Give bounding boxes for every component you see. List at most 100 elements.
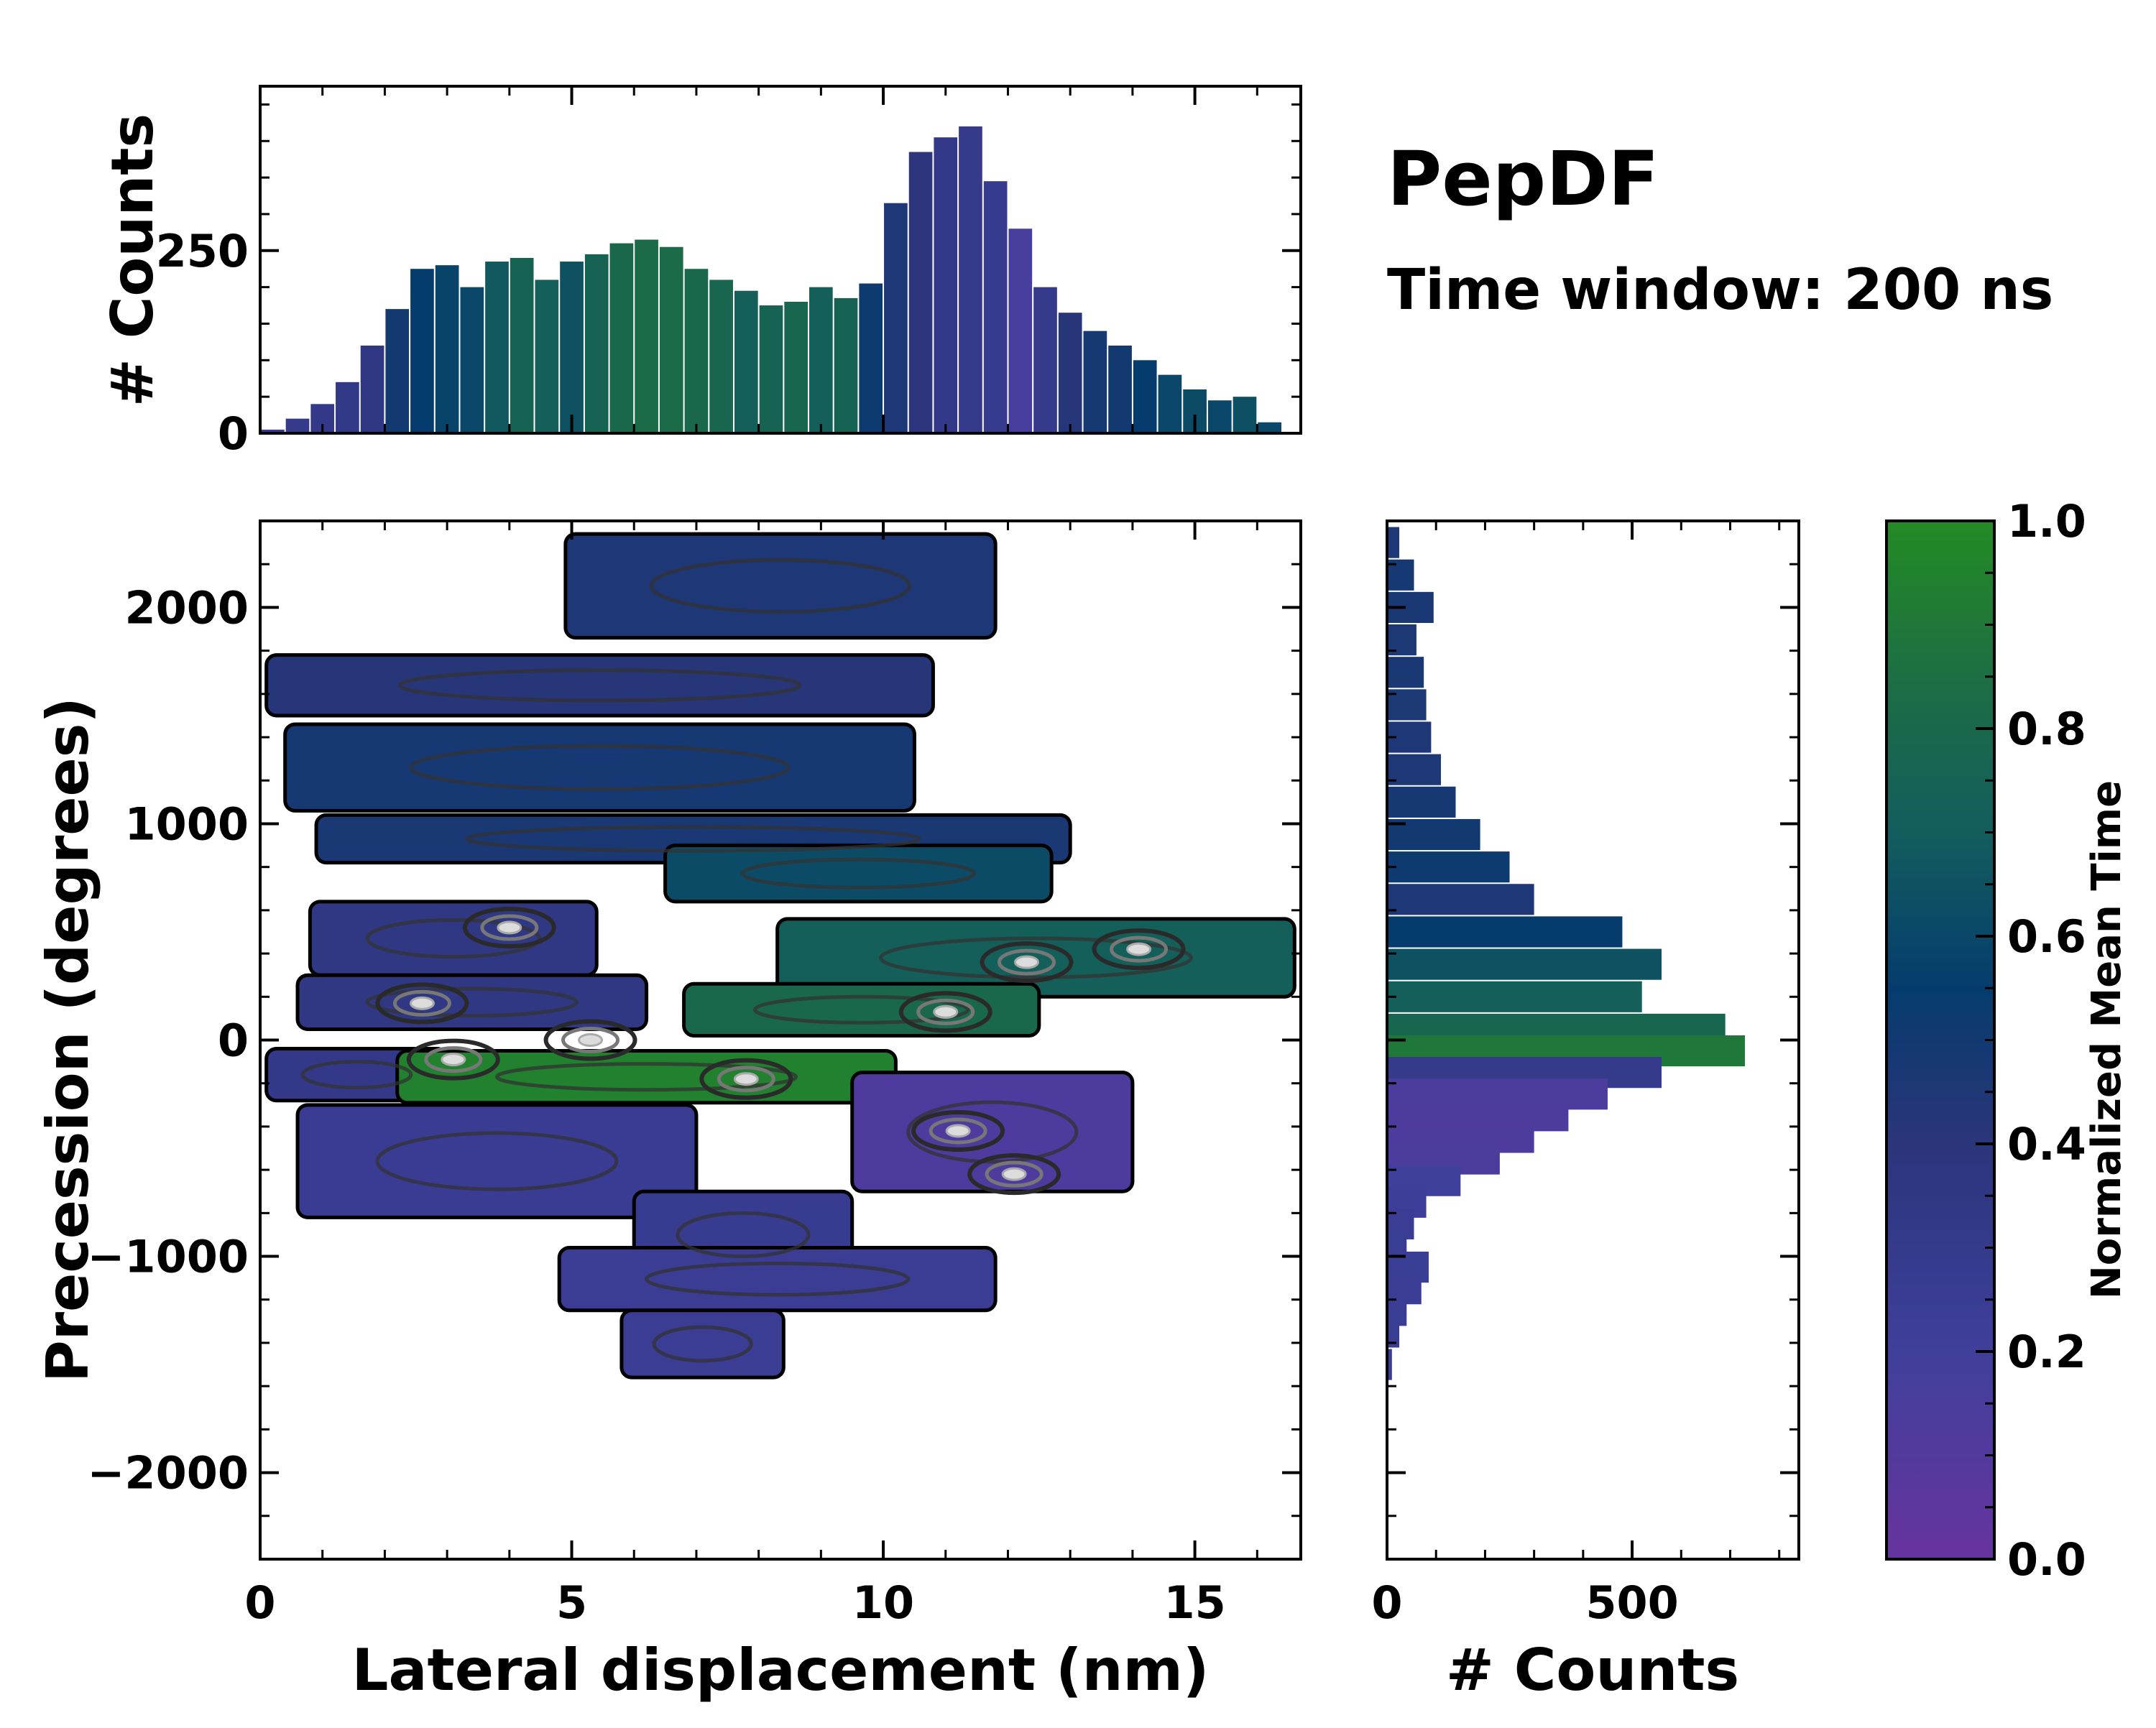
x-marginal-bar (435, 265, 459, 433)
y-tick-label: −1000 (87, 1231, 249, 1283)
y-marginal-bar (1387, 916, 1623, 948)
hotspot-peak (578, 1033, 604, 1047)
x-marginal-bar (1008, 228, 1033, 433)
x-marginal-bar (336, 382, 359, 433)
x-marginal-bar (734, 290, 758, 433)
y-marginal-bar (1387, 1316, 1400, 1348)
x-marginal-bar (635, 239, 658, 433)
hotspot-contour-mid (717, 1066, 775, 1093)
density-contour (465, 825, 921, 853)
x-marginal-bar (1258, 422, 1281, 433)
hotspot-contour-outer (898, 991, 992, 1033)
x-marginal-bar (285, 418, 310, 433)
hotspot-peak (409, 996, 435, 1010)
y-marginal-bar (1387, 527, 1400, 558)
x-marginal-bar (485, 262, 509, 433)
y-marginal-ticks: 0 500 (1371, 521, 1799, 1629)
y-marginal-bar (1387, 851, 1510, 883)
density-contour (409, 744, 791, 791)
colorbar: 0.0 0.2 0.4 0.6 0.8 1.0 Normalized Mean Time (1885, 495, 2130, 1586)
density-contour (906, 1100, 1079, 1164)
density-contour (676, 1211, 811, 1259)
x-marginal-bar (360, 345, 384, 433)
x-marginal-bar (510, 257, 534, 433)
x-marginal-bar (1133, 360, 1157, 433)
density-contour (752, 994, 970, 1025)
colorbar-tick-label: 0.4 (2007, 1118, 2086, 1170)
hotspot-contour-mid (561, 1027, 620, 1053)
x-marginal-bar (1058, 313, 1082, 433)
x-marginal-bar (560, 262, 584, 433)
x-marginal-ytick-label: 0 (218, 407, 249, 460)
joint-ticks: 0 5 10 15 −2000 −1000 0 1000 2000 (87, 521, 1301, 1629)
y-marginal-bar (1387, 786, 1456, 818)
heatmap-region (682, 981, 1041, 1038)
hotspot-peak (933, 1004, 959, 1019)
density-contour (879, 936, 1193, 979)
density-contour (652, 1325, 753, 1363)
x-tick-label: 5 (556, 1576, 587, 1629)
x-marginal-bar (535, 279, 559, 433)
hotspot-contour-outer (967, 1153, 1061, 1196)
joint-heatmap-panel: 0 5 10 15 −2000 −1000 0 1000 2000 Lateral displa… (34, 519, 1302, 1704)
y-marginal-xtick-label: 0 (1371, 1576, 1402, 1629)
x-marginal-bar (261, 429, 285, 433)
x-marginal-frame (259, 85, 1302, 435)
y-marginal-histogram: 0 500 # Counts (1371, 519, 1800, 1704)
heatmap-region (283, 722, 916, 813)
x-marginal-bar (460, 287, 484, 433)
hotspot-contour-outer (980, 941, 1074, 984)
hotspot-contour-outer (375, 982, 469, 1025)
heatmap-region (850, 1071, 1135, 1193)
hotspot-peak (1126, 942, 1152, 956)
heatmap-region (557, 1246, 998, 1313)
y-tick-label: 1000 (124, 798, 249, 850)
heatmap-region (663, 844, 1054, 904)
joint-ylabel: Precession (degrees) (34, 697, 101, 1382)
y-marginal-bar (1387, 884, 1534, 915)
hotspot-peak (1001, 1167, 1027, 1181)
x-marginal-ytick-label: 250 (156, 225, 249, 277)
hotspot-contour-mid (929, 1117, 987, 1145)
density-contour (650, 558, 911, 614)
x-marginal-bar (1158, 374, 1182, 433)
x-marginal-bar (1083, 331, 1107, 433)
colorbar-label: Normalized Mean Time (2083, 780, 2130, 1299)
x-marginal-bar (908, 152, 933, 433)
heatmap-regions (264, 532, 1296, 1380)
y-marginal-bar (1387, 981, 1642, 1012)
hotspot-contour-mid (985, 1160, 1044, 1188)
x-marginal-bar (1033, 287, 1057, 433)
density-contour (365, 918, 541, 959)
hotspot-contour-mid (392, 989, 451, 1017)
x-marginal-bar (609, 243, 634, 433)
colorbar-tick-label: 0.0 (2007, 1533, 2086, 1586)
x-marginal-bar (859, 283, 883, 433)
x-marginal-bar (659, 246, 683, 433)
hotspot-contour-outer (406, 1038, 500, 1081)
x-marginal-bar (809, 287, 833, 433)
x-marginal-bar (759, 305, 783, 433)
y-marginal-bar (1387, 948, 1662, 980)
heatmap-hotspots (375, 906, 1186, 1196)
x-tick-label: 10 (852, 1576, 914, 1629)
x-marginal-bar (410, 269, 434, 433)
y-marginal-xtick-label: 500 (1585, 1576, 1678, 1629)
colorbar-ticks: 0.0 0.2 0.4 0.6 0.8 1.0 (1976, 495, 2086, 1586)
x-marginal-ylabel: # Counts (99, 114, 166, 407)
x-marginal-ticks: 0 250 (156, 86, 1301, 460)
colorbar-tick-label: 0.6 (2007, 910, 2086, 963)
figure-title: PepDF (1387, 135, 1659, 223)
x-marginal-bar (983, 181, 1008, 434)
y-marginal-bar (1387, 1349, 1392, 1380)
hotspot-contour-mid (997, 948, 1056, 976)
hotspot-contour-outer (1092, 928, 1186, 971)
hotspot-peak (733, 1072, 759, 1086)
x-tick-label: 0 (244, 1576, 275, 1629)
x-marginal-bar (834, 297, 858, 433)
figure-subtitle: Time window: 200 ns (1387, 258, 2053, 323)
hotspot-peak (945, 1124, 971, 1138)
density-contour (740, 857, 977, 890)
